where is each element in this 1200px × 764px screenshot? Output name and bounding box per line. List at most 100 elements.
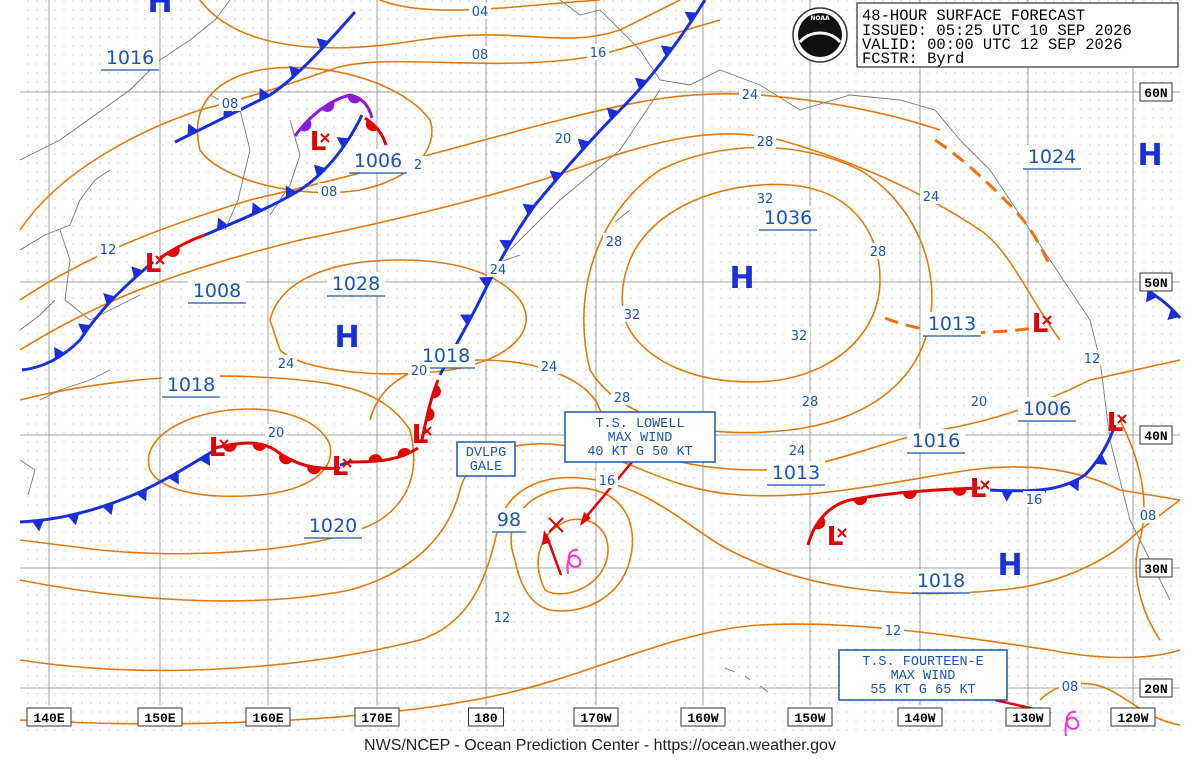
isobar-label: 24 bbox=[278, 357, 295, 372]
isobar-label: 20 bbox=[555, 132, 572, 147]
isobar-label: 28 bbox=[757, 135, 774, 150]
isobar-label: 12 bbox=[494, 611, 511, 626]
isobar-label-bg bbox=[968, 393, 990, 409]
cold-pip bbox=[168, 471, 179, 485]
cold-pip bbox=[1068, 478, 1080, 492]
isobar-label-bg bbox=[739, 86, 761, 102]
pressure-label-box bbox=[327, 272, 385, 296]
isobar-label-bg bbox=[469, 3, 491, 19]
pressure-label-box bbox=[912, 569, 970, 593]
isobar-label: 32 bbox=[624, 308, 641, 323]
isobar-label: 2 bbox=[414, 158, 422, 173]
warm-pip bbox=[252, 442, 267, 451]
footer: NWS/NCEP - Ocean Prediction Center - htt… bbox=[364, 737, 836, 754]
cold-pip bbox=[479, 277, 492, 288]
warm-pip bbox=[952, 488, 967, 496]
isobar-label: 24 bbox=[490, 263, 507, 278]
warning-text: GALE bbox=[470, 460, 502, 475]
cold-pip bbox=[67, 513, 80, 526]
lon-label-box bbox=[573, 707, 619, 727]
isobar-label-bg bbox=[265, 424, 287, 440]
isobar-label: 20 bbox=[268, 426, 285, 441]
lat-label-box bbox=[1139, 678, 1173, 698]
low-symbol: L bbox=[970, 474, 987, 504]
header: NOAA 48-HOUR SURFACE FORECAST ISSUED: 05… bbox=[792, 2, 1179, 68]
lon-label-box bbox=[468, 707, 504, 727]
cold-pip bbox=[31, 519, 44, 532]
cold-pip bbox=[103, 293, 116, 306]
cold-pip bbox=[199, 453, 211, 466]
pressure-label: 98 bbox=[497, 509, 521, 531]
pressure-label: 1008 bbox=[193, 280, 241, 302]
cold-pip bbox=[577, 138, 590, 151]
isobar-label: 08 bbox=[321, 185, 338, 200]
pressure-label: 1024 bbox=[1028, 146, 1076, 168]
high-symbol: H bbox=[334, 320, 359, 355]
pressure-label: 1018 bbox=[167, 374, 215, 396]
lat-label-box bbox=[1139, 82, 1173, 102]
warm-pip bbox=[365, 119, 379, 132]
lat-label: 40N bbox=[1144, 429, 1167, 444]
isobar-label: 08 bbox=[222, 97, 239, 112]
pressure-label: 1036 bbox=[764, 207, 812, 229]
cold-pip bbox=[187, 123, 199, 136]
low-center-x bbox=[1042, 315, 1052, 325]
high-symbol: H bbox=[147, 0, 172, 20]
cold-pip bbox=[606, 107, 619, 120]
isobar-label-bg bbox=[867, 243, 889, 259]
cold-pip bbox=[336, 137, 350, 149]
isobar-label-bg bbox=[920, 188, 942, 204]
lon-label: 150W bbox=[794, 711, 825, 726]
lon-label-box bbox=[1110, 707, 1156, 727]
isobar-label-bg bbox=[1137, 507, 1159, 523]
lat-label: 50N bbox=[1144, 276, 1167, 291]
logo-text: NOAA bbox=[810, 15, 830, 22]
warm-pip bbox=[279, 453, 293, 465]
isobar-label-bg bbox=[408, 362, 430, 378]
lon-label-box bbox=[787, 707, 833, 727]
isobar-label-bg bbox=[97, 241, 119, 257]
lon-label: 170W bbox=[580, 711, 611, 726]
lon-label-box bbox=[680, 707, 726, 727]
cold-pip bbox=[499, 239, 512, 251]
pressure-label-box bbox=[907, 429, 965, 453]
warm-front bbox=[364, 116, 388, 146]
high-symbol: H bbox=[729, 261, 754, 296]
cold-pip bbox=[285, 185, 297, 199]
warm-front bbox=[214, 441, 341, 470]
isobar-label-bg bbox=[754, 133, 776, 149]
high-symbol: H bbox=[1137, 138, 1162, 173]
lon-label: 160W bbox=[687, 711, 718, 726]
low-center-x bbox=[422, 426, 432, 436]
storm-text: T.S. LOWELL bbox=[595, 417, 684, 432]
lat-label: 20N bbox=[1144, 682, 1167, 697]
low-center-x bbox=[1117, 414, 1127, 424]
low-symbol: L bbox=[1107, 408, 1124, 438]
header-forecaster: FCSTR: Byrd bbox=[862, 50, 964, 68]
low-symbol: L bbox=[145, 249, 162, 279]
cold-pip bbox=[522, 203, 535, 215]
low-center-x bbox=[219, 439, 229, 449]
storm-text: MAX WIND bbox=[891, 669, 956, 684]
trough-front bbox=[934, 138, 1050, 263]
lon-label: 130W bbox=[1012, 711, 1043, 726]
low-symbol: L bbox=[412, 420, 429, 450]
warning-text: DVLPG bbox=[466, 446, 507, 461]
isobar-label-bg bbox=[219, 95, 241, 111]
pressure-label-box bbox=[923, 312, 981, 336]
lon-label-box bbox=[26, 707, 72, 727]
header-title: 48-HOUR SURFACE FORECAST bbox=[862, 7, 1085, 25]
isobar-label: 28 bbox=[606, 235, 623, 250]
lon-label-box bbox=[897, 707, 943, 727]
cold-front bbox=[19, 448, 216, 524]
warm-pip bbox=[321, 101, 335, 112]
isobar-label-bg bbox=[603, 233, 625, 249]
high-symbol: H bbox=[997, 548, 1022, 583]
pressure-label-box bbox=[492, 508, 526, 532]
lon-label-box bbox=[1005, 707, 1051, 727]
pressure-label: 1016 bbox=[912, 430, 960, 452]
isobar-label: 20 bbox=[411, 364, 428, 379]
cold-pip bbox=[1000, 490, 1013, 502]
pressure-label: 1018 bbox=[422, 345, 470, 367]
storm-box bbox=[838, 649, 1008, 701]
